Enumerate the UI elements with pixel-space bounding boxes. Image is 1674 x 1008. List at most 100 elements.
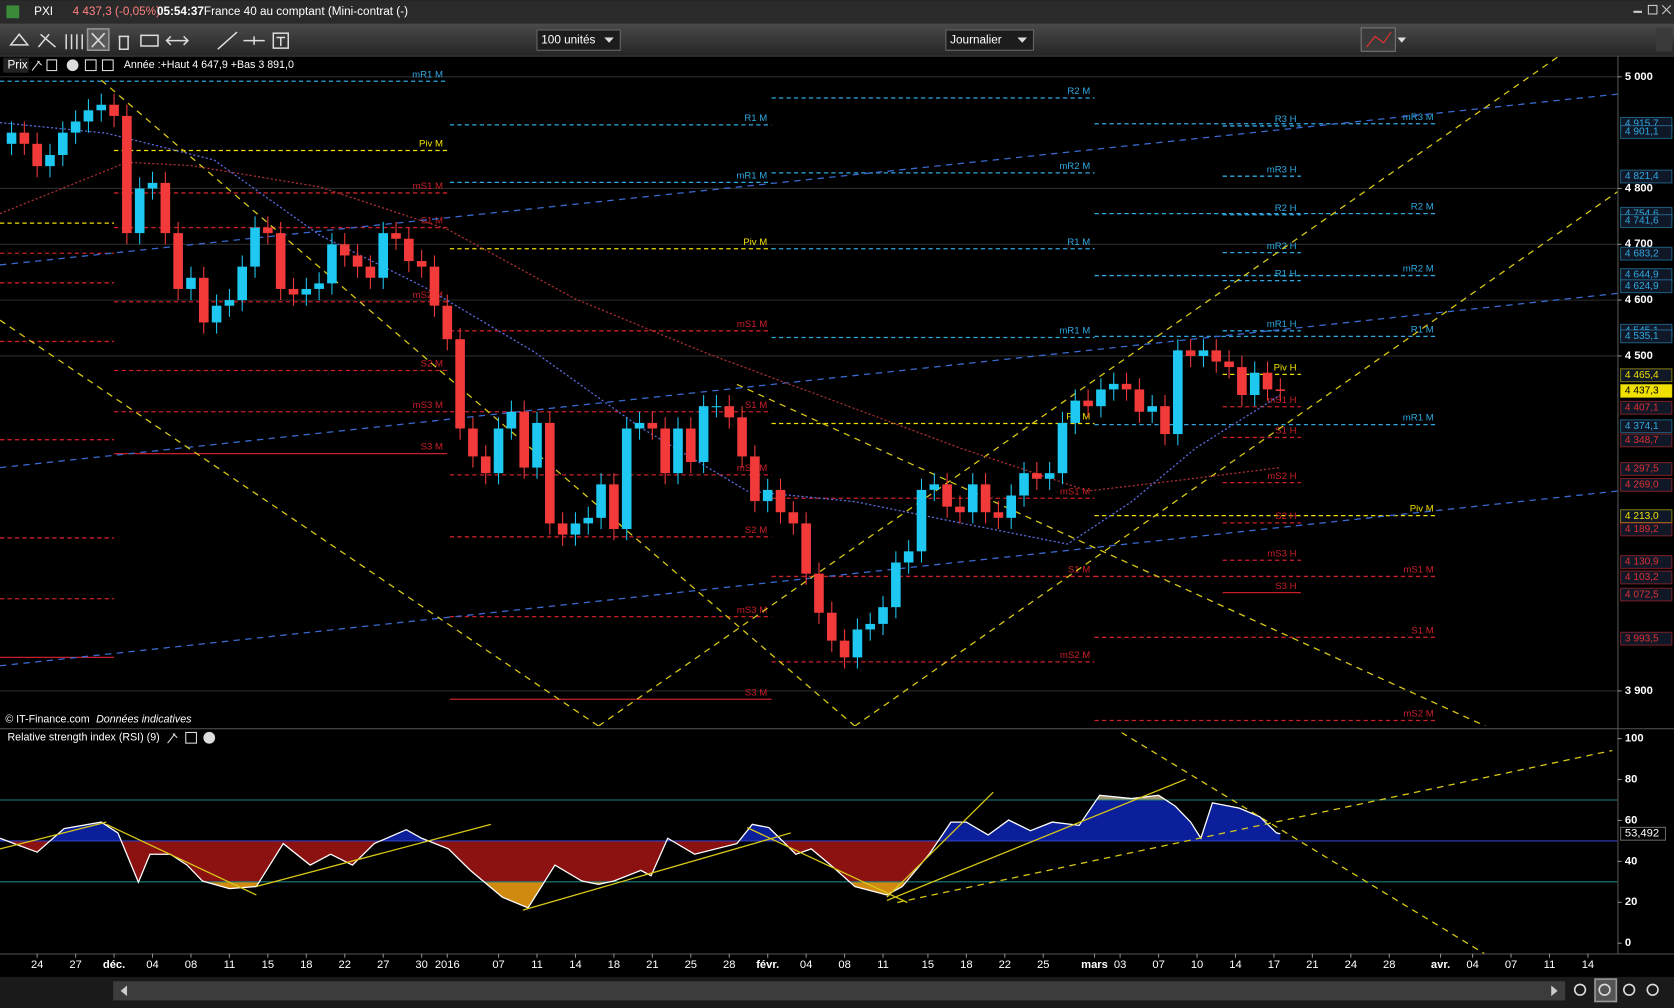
- close-panel[interactable]: [66, 59, 79, 72]
- indicator-button[interactable]: [1360, 27, 1396, 52]
- quantity[interactable]: 100 unités: [541, 34, 595, 47]
- indicator-arrow[interactable]: [1397, 37, 1407, 43]
- zoom-reset[interactable]: [1646, 983, 1659, 996]
- x-tick-label: 28: [1383, 959, 1395, 971]
- y-tick-label: 4 500: [1625, 350, 1653, 362]
- tool-delete[interactable]: [118, 35, 130, 50]
- level-label: mS1 M: [737, 319, 767, 330]
- period[interactable]: Journalier: [950, 34, 1002, 47]
- x-tick-label: 30: [415, 959, 427, 971]
- level-label: mS3 H: [1267, 548, 1296, 559]
- tool-alert[interactable]: [9, 33, 30, 46]
- trendline: [522, 832, 791, 911]
- zoom-fit[interactable]: [1594, 978, 1618, 1003]
- select-box[interactable]: [945, 29, 1034, 51]
- level-label: mR1 M: [1059, 326, 1090, 337]
- level-label: Piv H: [1274, 362, 1297, 373]
- level-label: S1 H: [1275, 426, 1296, 437]
- candle-body: [6, 132, 17, 144]
- window-controls[interactable]: [1633, 4, 1672, 15]
- price-marker: [1620, 587, 1673, 602]
- panel-icons[interactable]: [31, 59, 114, 72]
- level-label: mS1 H: [1267, 395, 1296, 406]
- zoom-out[interactable]: [1573, 983, 1587, 996]
- level-label: mS1 M: [1060, 486, 1090, 497]
- trendline: [854, 191, 1618, 727]
- tool-cross[interactable]: [91, 32, 106, 48]
- x-tick-label: 04: [146, 959, 158, 971]
- zoom-controls[interactable]: [1573, 978, 1659, 1003]
- rsi-icons[interactable]: [167, 731, 216, 744]
- scrollbar[interactable]: [113, 981, 1566, 1001]
- tool-lines[interactable]: [37, 33, 57, 48]
- scroll-right[interactable]: [1551, 985, 1558, 997]
- zoom-in[interactable]: [1623, 983, 1636, 996]
- tool-level[interactable]: [243, 36, 265, 45]
- export[interactable]: [101, 59, 114, 72]
- settings[interactable]: [31, 60, 43, 71]
- y-tick-label: 80: [1625, 773, 1637, 785]
- candle-body: [57, 132, 68, 155]
- tool-trend[interactable]: [217, 31, 238, 50]
- maximize[interactable]: [1647, 4, 1658, 15]
- tool-hline[interactable]: [165, 35, 189, 46]
- level-label: mR2 M: [1059, 161, 1090, 172]
- level-label: Piv M: [1410, 504, 1434, 515]
- x-tick-label: 11: [224, 959, 236, 971]
- candle-body: [967, 484, 978, 513]
- y-tick-label: 0: [1625, 937, 1631, 949]
- candle-body: [480, 456, 491, 474]
- price-marker: [1620, 368, 1673, 383]
- settings[interactable]: [167, 733, 178, 744]
- tool-text-t[interactable]: [276, 36, 286, 46]
- rsi-area: [138, 881, 907, 908]
- level-label: mR2 H: [1267, 241, 1297, 252]
- candle-body: [532, 422, 542, 468]
- candle-body: [365, 266, 376, 278]
- price-marker-label: 4 624,9: [1625, 281, 1659, 292]
- candle-body: [314, 283, 324, 289]
- level-label: S3 M: [421, 442, 443, 453]
- period-select[interactable]: Journalier: [945, 29, 1034, 51]
- candle-body: [429, 266, 440, 306]
- select-box[interactable]: [536, 29, 621, 51]
- candle-body: [134, 188, 145, 234]
- level-label: S3 M: [745, 687, 767, 698]
- minimize[interactable]: [1633, 10, 1642, 13]
- candle-body: [852, 629, 863, 658]
- price-marker: [1620, 169, 1673, 184]
- copy[interactable]: [46, 59, 58, 72]
- x-tick-label: 18: [608, 959, 620, 971]
- window[interactable]: [185, 731, 197, 744]
- candle-body: [750, 456, 760, 502]
- dropdown-arrow[interactable]: [1017, 37, 1028, 43]
- quantity-select[interactable]: 100 unités: [536, 29, 621, 51]
- price-marker: [1620, 329, 1673, 344]
- x-tick-label: 22: [339, 959, 351, 971]
- dropdown-arrow[interactable]: [604, 37, 614, 43]
- price-marker-label: 4 741,6: [1625, 216, 1659, 227]
- tool-fibo[interactable]: [65, 34, 83, 50]
- close[interactable]: [1661, 5, 1672, 15]
- candle-body: [916, 489, 927, 552]
- candle-body: [468, 428, 478, 457]
- x-tick-label: 04: [1466, 959, 1478, 971]
- candle-body: [1198, 350, 1209, 356]
- candle-body: [173, 233, 183, 289]
- level-label: R2 M: [1067, 86, 1090, 97]
- rsi-title: Relative strength index (RSI) (9): [7, 732, 159, 744]
- rsi-area: [0, 799, 1281, 841]
- close-panel[interactable]: [203, 731, 216, 744]
- zoom-fit-icon: [1598, 983, 1611, 996]
- window[interactable]: [84, 59, 97, 72]
- side-button[interactable]: [1655, 27, 1672, 52]
- tool-text[interactable]: [272, 32, 289, 49]
- candle-body: [1173, 350, 1183, 435]
- scroll-left[interactable]: [120, 985, 128, 997]
- tool-rect[interactable]: [140, 34, 159, 47]
- candle-body: [596, 484, 606, 518]
- candle-body: [647, 422, 658, 429]
- candle-body: [250, 227, 260, 267]
- candle-body: [19, 132, 30, 144]
- tool-icons: [9, 28, 289, 52]
